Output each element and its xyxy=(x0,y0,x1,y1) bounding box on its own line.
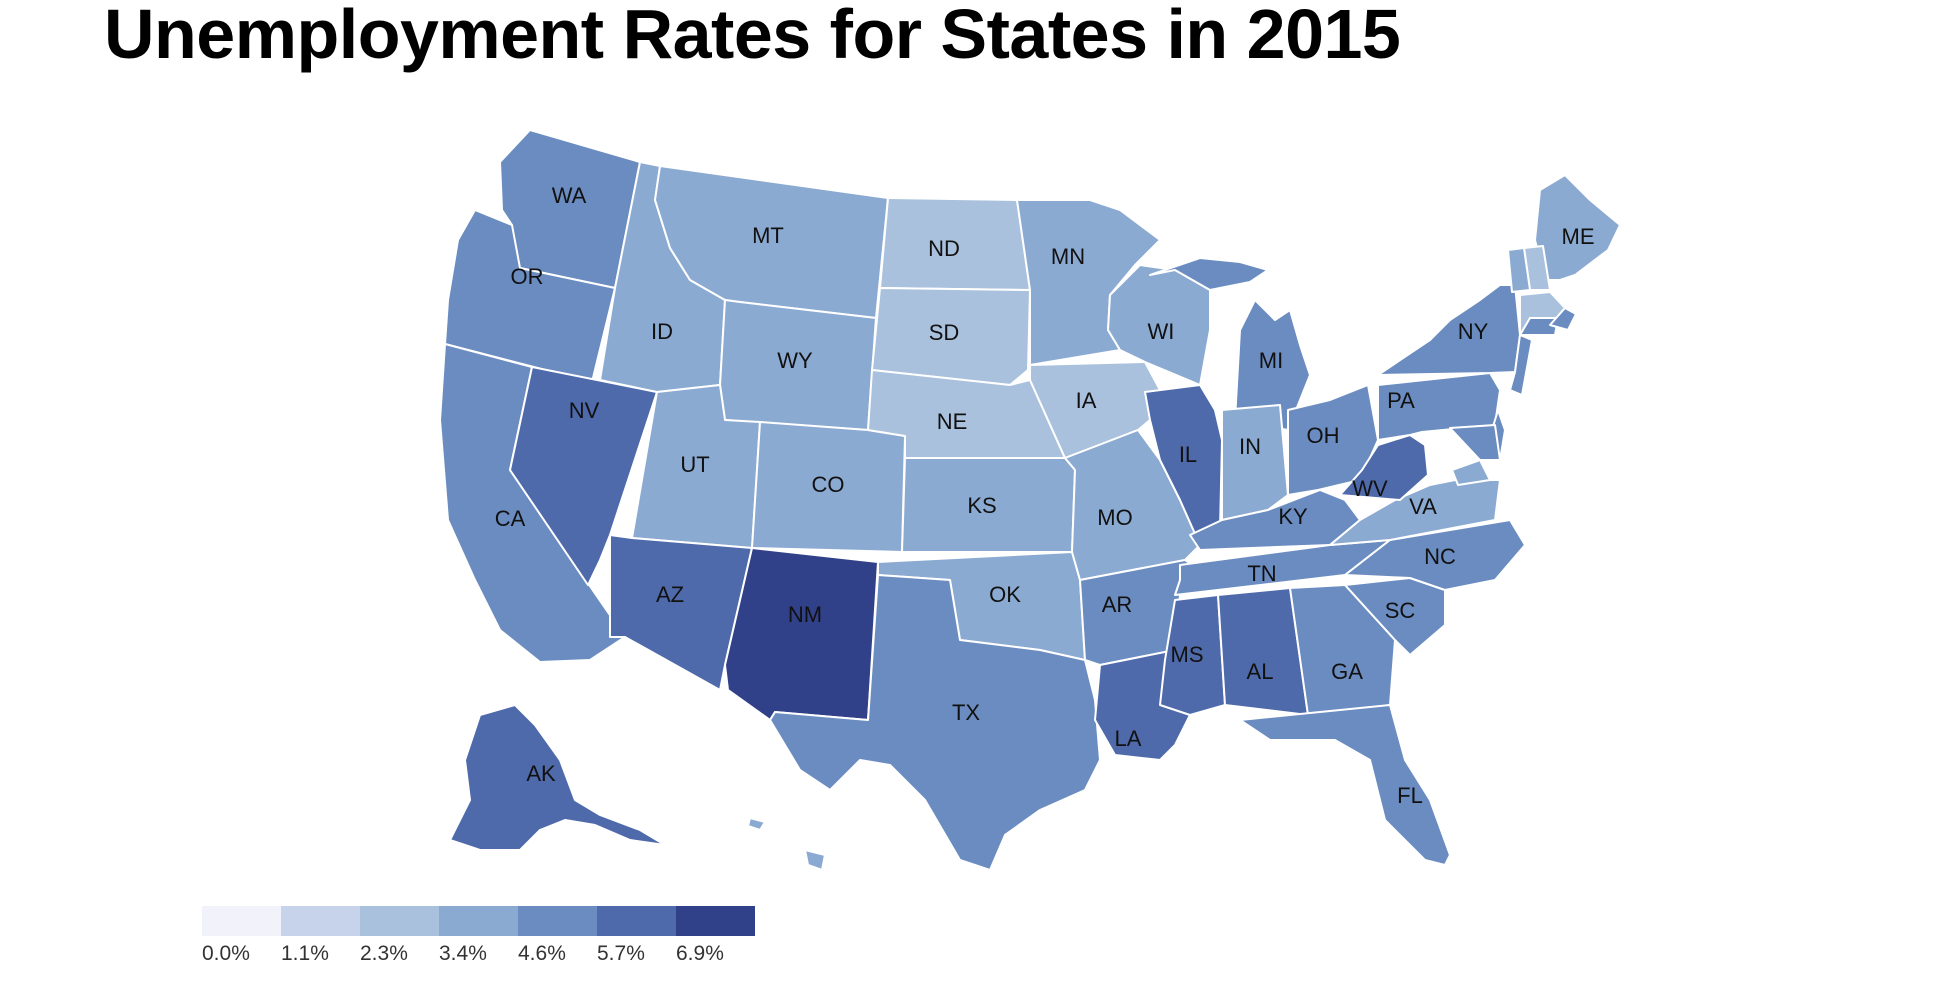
state-label-wa: WA xyxy=(552,183,587,208)
legend-swatch xyxy=(597,906,676,936)
legend-tick-label: 2.3% xyxy=(360,942,408,965)
state-label-ks: KS xyxy=(967,493,996,518)
state-tx xyxy=(769,574,1101,871)
state-label-ga: GA xyxy=(1331,659,1363,684)
state-label-la: LA xyxy=(1115,726,1142,751)
state-label-ms: MS xyxy=(1171,642,1204,667)
state-unlabeled xyxy=(1549,307,1577,331)
state-unlabeled xyxy=(1507,247,1531,293)
map-title: Unemployment Rates for States in 2015 xyxy=(104,0,1401,73)
state-wi xyxy=(1107,264,1211,386)
state-label-ca: CA xyxy=(495,506,526,531)
state-ny xyxy=(1377,284,1521,376)
state-label-mt: MT xyxy=(752,223,784,248)
state-label-sd: SD xyxy=(929,320,960,345)
state-label-nm: NM xyxy=(788,602,822,627)
legend-swatch xyxy=(202,906,281,936)
state-label-il: IL xyxy=(1179,442,1197,467)
legend-tick-label: 5.7% xyxy=(597,942,645,965)
legend-bin: 1.1% xyxy=(281,906,360,966)
state-label-wi: WI xyxy=(1148,319,1175,344)
legend-swatch xyxy=(360,906,439,936)
state-label-ut: UT xyxy=(680,452,709,477)
legend-swatch xyxy=(518,906,597,936)
state-label-mo: MO xyxy=(1097,505,1132,530)
legend-swatch xyxy=(676,906,755,936)
legend-swatch xyxy=(281,906,360,936)
legend-tick-label: 3.4% xyxy=(439,942,487,965)
state-label-wv: WV xyxy=(1352,476,1388,501)
state-in xyxy=(1221,404,1289,521)
state-label-ok: OK xyxy=(989,582,1021,607)
state-unlabeled xyxy=(1451,459,1491,486)
state-unlabeled xyxy=(747,817,826,871)
state-label-tx: TX xyxy=(952,700,980,725)
state-label-mn: MN xyxy=(1051,244,1085,269)
state-label-ny: NY xyxy=(1458,319,1489,344)
state-label-or: OR xyxy=(511,264,544,289)
color-legend: 0.0% 1.1% 2.3% 3.4% 4.6% 5.7% 6.9% xyxy=(202,906,755,966)
state-label-id: ID xyxy=(651,319,673,344)
state-fl xyxy=(1239,704,1451,866)
state-unlabeled xyxy=(1449,424,1501,461)
legend-bin: 3.4% xyxy=(439,906,518,966)
state-label-nd: ND xyxy=(928,236,960,261)
legend-bin: 4.6% xyxy=(518,906,597,966)
state-label-va: VA xyxy=(1409,494,1437,519)
legend-bin: 2.3% xyxy=(360,906,439,966)
state-label-ne: NE xyxy=(937,409,968,434)
state-label-nv: NV xyxy=(569,398,600,423)
state-label-pa: PA xyxy=(1387,388,1415,413)
state-label-oh: OH xyxy=(1307,423,1340,448)
legend-tick-label: 1.1% xyxy=(281,942,329,965)
state-label-tn: TN xyxy=(1247,561,1276,586)
state-label-ak: AK xyxy=(526,761,556,786)
state-label-ia: IA xyxy=(1076,388,1097,413)
legend-bin: 6.9% xyxy=(676,906,755,966)
legend-tick-label: 6.9% xyxy=(676,942,724,965)
legend-bin: 5.7% xyxy=(597,906,676,966)
state-ak xyxy=(449,704,666,851)
state-label-fl: FL xyxy=(1397,783,1423,808)
state-label-co: CO xyxy=(812,472,845,497)
state-unlabeled xyxy=(1509,334,1533,396)
state-label-az: AZ xyxy=(656,582,684,607)
legend-swatch xyxy=(439,906,518,936)
legend-bin: 0.0% xyxy=(202,906,281,966)
state-label-nc: NC xyxy=(1424,544,1456,569)
state-ky xyxy=(1189,489,1361,551)
state-label-al: AL xyxy=(1247,659,1274,684)
state-label-ky: KY xyxy=(1278,504,1308,529)
legend-tick-label: 4.6% xyxy=(518,942,566,965)
state-label-sc: SC xyxy=(1385,598,1416,623)
state-label-mi: MI xyxy=(1259,348,1283,373)
state-nm xyxy=(724,547,879,721)
state-label-ar: AR xyxy=(1102,592,1133,617)
state-sd xyxy=(871,287,1031,386)
state-label-in: IN xyxy=(1239,434,1261,459)
state-label-me: ME xyxy=(1562,224,1595,249)
state-label-wy: WY xyxy=(777,348,813,373)
state-wv xyxy=(1339,434,1429,501)
legend-tick-label: 0.0% xyxy=(202,942,250,965)
state-mo xyxy=(1064,429,1201,581)
